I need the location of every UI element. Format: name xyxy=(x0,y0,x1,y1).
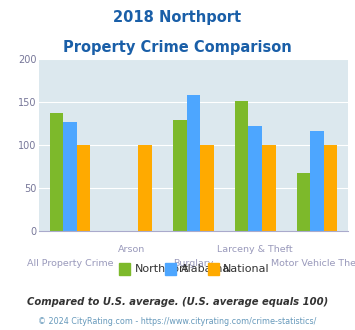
Bar xyxy=(297,173,310,231)
Text: National: National xyxy=(223,264,270,274)
Text: Property Crime Comparison: Property Crime Comparison xyxy=(63,40,292,54)
Text: Alabama: Alabama xyxy=(181,264,230,274)
Bar xyxy=(173,120,187,231)
Text: Burglary: Burglary xyxy=(173,259,214,268)
Text: Motor Vehicle Theft: Motor Vehicle Theft xyxy=(271,259,355,268)
Bar xyxy=(200,145,214,231)
Text: © 2024 CityRating.com - https://www.cityrating.com/crime-statistics/: © 2024 CityRating.com - https://www.city… xyxy=(38,317,317,326)
Text: All Property Crime: All Property Crime xyxy=(27,259,113,268)
Bar xyxy=(63,122,77,231)
Bar xyxy=(324,145,337,231)
Bar xyxy=(248,126,262,231)
Bar xyxy=(235,101,248,231)
Bar xyxy=(310,131,324,231)
Bar xyxy=(138,145,152,231)
Bar xyxy=(187,95,200,231)
Text: Arson: Arson xyxy=(118,245,145,254)
Text: Compared to U.S. average. (U.S. average equals 100): Compared to U.S. average. (U.S. average … xyxy=(27,297,328,307)
Bar xyxy=(262,145,275,231)
Text: 2018 Northport: 2018 Northport xyxy=(114,10,241,25)
Bar xyxy=(50,113,63,231)
Text: Larceny & Theft: Larceny & Theft xyxy=(217,245,293,254)
Text: Northport: Northport xyxy=(135,264,189,274)
Bar xyxy=(77,145,90,231)
